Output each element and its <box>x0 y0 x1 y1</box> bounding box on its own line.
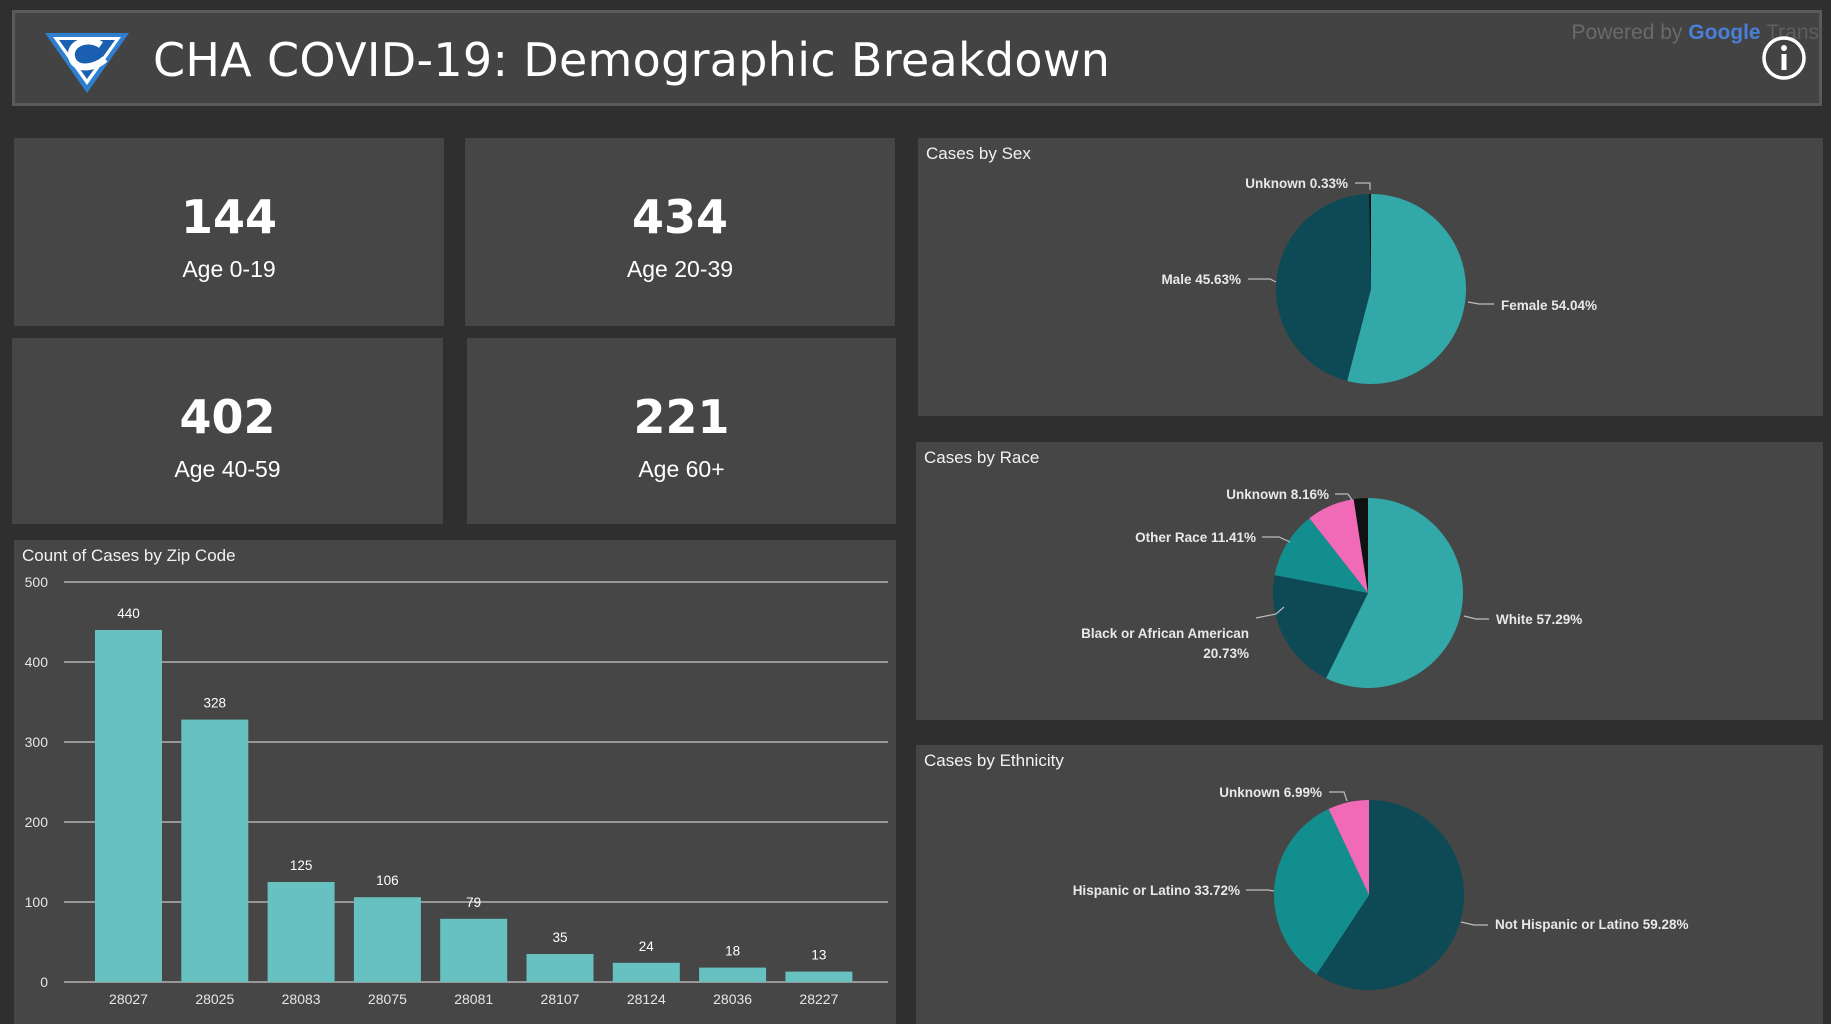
bar-data-label: 328 <box>204 696 227 711</box>
bar-data-label: 35 <box>552 930 567 945</box>
cases-by-ethnicity-pie: Not Hispanic or Latino 59.28% Hispanic or… <box>1073 785 1689 990</box>
pie-slice-not-hispanic-or-latino[interactable] <box>1316 800 1464 990</box>
x-tick-label: 28081 <box>454 991 493 1007</box>
kpi-label: Age 60+ <box>638 456 725 482</box>
leader-line <box>1246 889 1275 892</box>
cases-by-sex-pie: Female 54.04% Male 45.63% Unknown 0.33% <box>1161 176 1597 384</box>
leader-line <box>1463 615 1489 620</box>
cha-logo-icon <box>45 33 129 93</box>
info-icon[interactable] <box>1761 35 1807 81</box>
bar-28036[interactable] <box>699 967 767 982</box>
slice-label: Hispanic or Latino 33.72% <box>1073 883 1240 898</box>
x-tick-label: 28124 <box>627 991 666 1007</box>
x-tick-label: 28227 <box>799 991 838 1007</box>
slice-label: Unknown 6.99% <box>1219 785 1322 800</box>
pie-slice-black-or-african-american[interactable] <box>1273 575 1368 679</box>
zip-code-chart-panel: Count of Cases by Zip Code 0 100 200 300 400… <box>14 540 896 1024</box>
bar-data-label: 440 <box>117 606 140 621</box>
pie-slice-unknown[interactable] <box>1309 499 1368 593</box>
zip-code-bar-chart: 0 100 200 300 400 500 440 28027 328 28025 125 28083… <box>25 574 888 1007</box>
slice-label: Black or African American <box>1081 626 1249 641</box>
x-tick-label: 28107 <box>541 991 580 1007</box>
bar-data-label: 125 <box>290 858 313 873</box>
leader-line <box>1460 921 1488 926</box>
x-tick-label: 28036 <box>713 991 752 1007</box>
kpi-card-age-0-19: 144 Age 0-19 <box>14 138 444 326</box>
y-tick-label: 400 <box>25 654 49 670</box>
pie-slice-other-race[interactable] <box>1274 518 1368 593</box>
x-tick-label: 28027 <box>109 991 148 1007</box>
y-tick-label: 300 <box>25 734 49 750</box>
cases-by-race-pie: White 57.29% Black or African American 20.… <box>1081 487 1582 688</box>
leader-line <box>1255 606 1285 619</box>
bar-28227[interactable] <box>785 971 853 982</box>
leader-line <box>1248 278 1277 283</box>
kpi-label: Age 40-59 <box>174 456 281 482</box>
slice-label: Other Race 11.41% <box>1135 530 1256 545</box>
leader-line <box>1329 791 1348 802</box>
slice-label: Male 45.63% <box>1161 272 1241 287</box>
bar-data-label: 24 <box>639 939 655 954</box>
leader-line <box>1262 536 1291 543</box>
y-tick-label: 100 <box>25 894 49 910</box>
slice-label: Unknown 0.33% <box>1245 176 1348 191</box>
kpi-value: 434 <box>631 190 729 244</box>
bar-28027[interactable] <box>95 630 162 982</box>
pie-slice-female[interactable] <box>1347 194 1466 384</box>
x-tick-label: 28025 <box>195 991 234 1007</box>
leader-line <box>1335 493 1353 501</box>
slice-label: White 57.29% <box>1496 612 1582 627</box>
pie-slice-male[interactable] <box>1276 194 1371 381</box>
bar-data-label: 79 <box>466 895 481 910</box>
pie-slice-unknown[interactable] <box>1369 194 1371 289</box>
slice-label: Not Hispanic or Latino 59.28% <box>1495 917 1689 932</box>
y-tick-label: 0 <box>40 974 48 990</box>
kpi-value: 402 <box>179 390 276 444</box>
pie-slice-unknown[interactable] <box>1328 800 1369 895</box>
page-title: CHA COVID-19: Demographic Breakdown <box>153 33 1111 87</box>
bar-data-label: 18 <box>725 944 740 959</box>
cases-by-ethnicity-panel: Cases by Ethnicity Not Hispanic or Latin… <box>916 745 1823 1024</box>
bar-28124[interactable] <box>612 962 680 982</box>
bar-28083[interactable] <box>267 882 335 982</box>
cases-by-sex-panel: Cases by Sex Female 54.04% Male 45.63% Unk… <box>918 138 1823 416</box>
ethnicity-chart-title: Cases by Ethnicity <box>924 751 1064 770</box>
leader-line <box>1467 301 1494 305</box>
google-wordmark: Google <box>1688 21 1761 44</box>
powered-by-google-translate[interactable]: Powered by Google Trans <box>1572 21 1819 45</box>
kpi-label: Age 0-19 <box>182 256 276 282</box>
bar-data-label: 106 <box>376 873 399 888</box>
race-chart-title: Cases by Race <box>924 448 1040 467</box>
leader-line <box>1355 182 1371 190</box>
sex-chart-title: Cases by Sex <box>926 144 1031 163</box>
pie-slice-white[interactable] <box>1325 498 1463 688</box>
header-bar: CHA COVID-19: Demographic Breakdown Powe… <box>12 10 1822 106</box>
pie-slice-hispanic-or-latino[interactable] <box>1274 809 1369 975</box>
bar-28107[interactable] <box>526 954 594 982</box>
y-tick-label: 500 <box>25 574 49 590</box>
kpi-card-age-40-59: 402 Age 40-59 <box>12 338 443 524</box>
kpi-label: Age 20-39 <box>626 256 734 282</box>
slice-label: Unknown 8.16% <box>1226 487 1329 502</box>
slice-label-line2: 20.73% <box>1203 646 1249 661</box>
powered-by-text: Powered by <box>1571 21 1683 44</box>
kpi-card-age-20-39: 434 Age 20-39 <box>465 138 895 326</box>
kpi-card-age-60-plus: 221 Age 60+ <box>467 338 896 524</box>
zip-chart-title: Count of Cases by Zip Code <box>22 546 236 565</box>
bar-28025[interactable] <box>181 719 249 982</box>
bar-data-label: 13 <box>811 948 826 963</box>
bar-28081[interactable] <box>440 918 508 982</box>
x-tick-label: 28083 <box>282 991 321 1007</box>
y-tick-label: 200 <box>25 814 49 830</box>
pie-slice-other[interactable] <box>1353 498 1368 593</box>
kpi-value: 221 <box>633 390 730 444</box>
kpi-value: 144 <box>180 190 278 244</box>
x-tick-label: 28075 <box>368 991 407 1007</box>
cases-by-race-panel: Cases by Race White 57.29% Black or Afric… <box>916 442 1823 720</box>
slice-label: Female 54.04% <box>1501 298 1597 313</box>
bar-28075[interactable] <box>353 897 421 982</box>
